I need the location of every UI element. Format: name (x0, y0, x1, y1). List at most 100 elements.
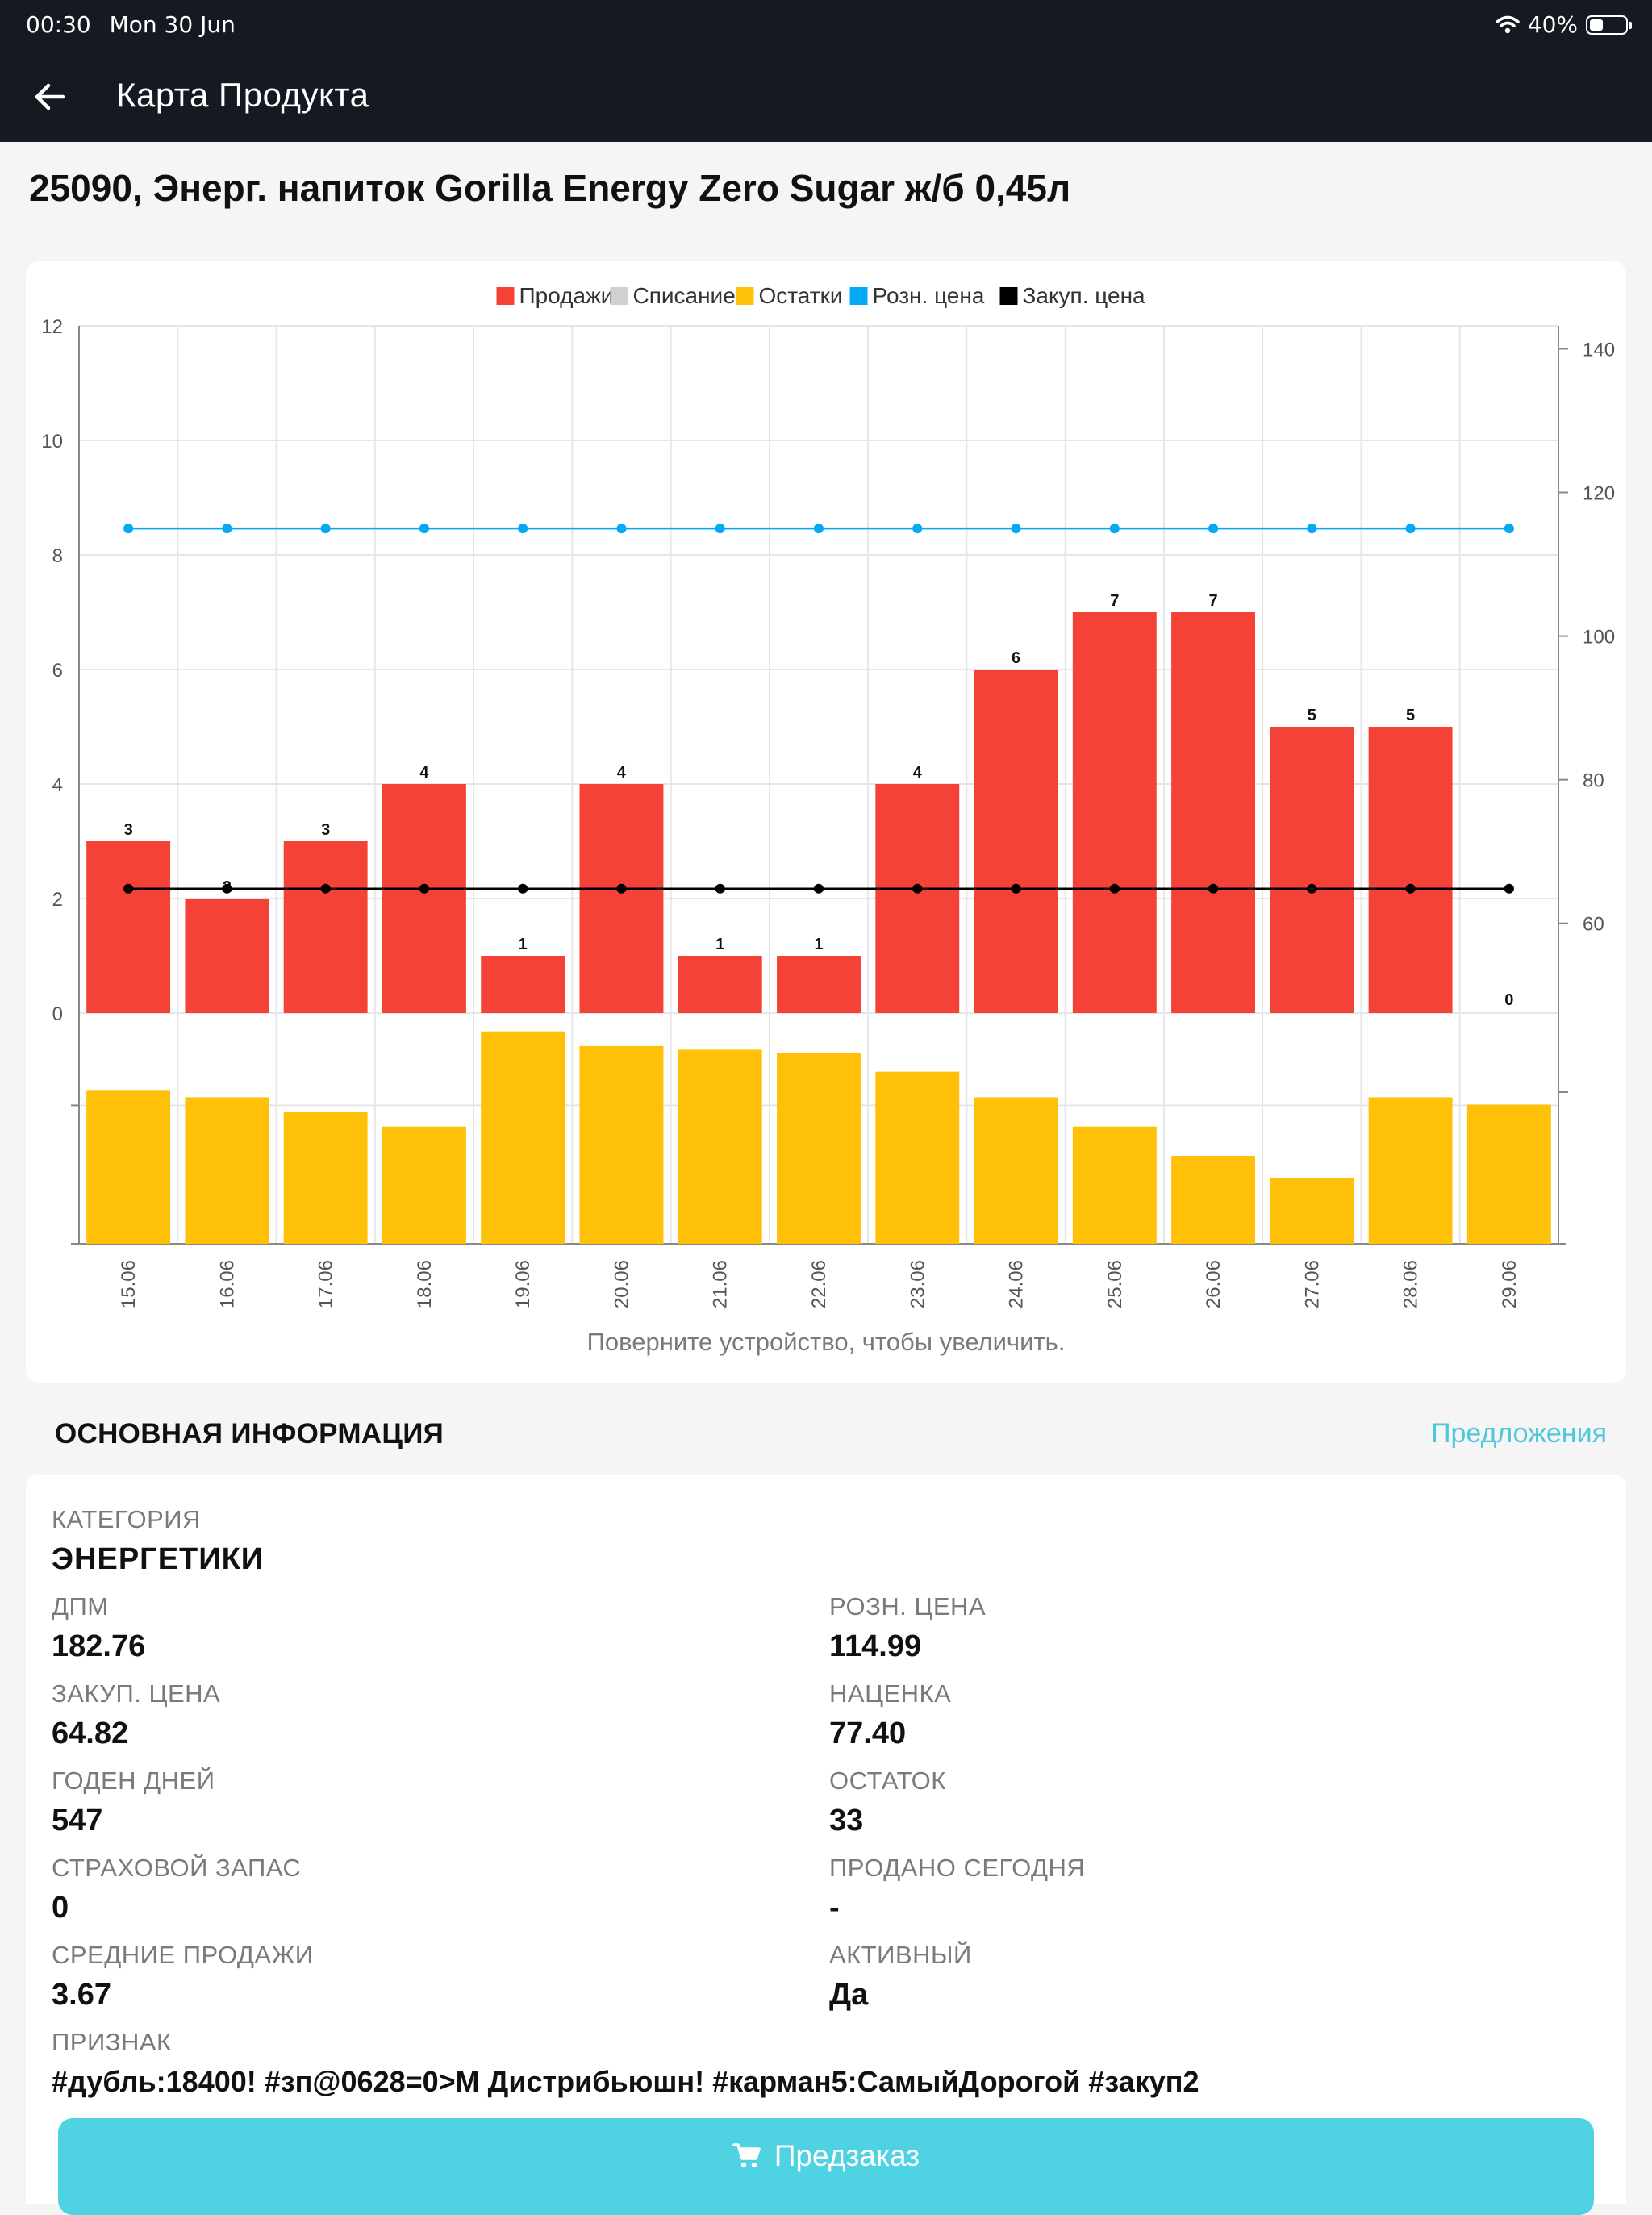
x-axis-tick-label: 28.06 (1400, 1260, 1422, 1308)
section-title: ОСНОВНАЯ ИНФОРМАЦИЯ (55, 1418, 444, 1450)
price-point (1011, 883, 1021, 894)
stock-bar (1072, 1126, 1157, 1244)
legend-label: Закуп. цена (1023, 283, 1146, 308)
tag-label: ПРИЗНАК (52, 2028, 172, 2056)
legend-swatch (999, 287, 1018, 305)
x-axis-tick-label: 22.06 (808, 1260, 830, 1308)
price-point (1405, 883, 1416, 894)
price-point (419, 524, 429, 534)
sold-today-value: - (829, 1891, 840, 1925)
stock-value: 33 (829, 1804, 864, 1837)
left-axis-tick-label: 6 (52, 660, 63, 682)
legend-label: Списание (633, 283, 736, 308)
stock-bar (86, 1090, 171, 1244)
status-indicators: 40% (1496, 11, 1632, 38)
legend-label: Розн. цена (873, 283, 985, 308)
category-value: ЭНЕРГЕТИКИ (52, 1542, 265, 1576)
sold-today-label: ПРОДАНО СЕГОДНЯ (829, 1854, 1086, 1882)
stock-bar (1466, 1104, 1551, 1244)
sales-bar (185, 899, 269, 1013)
price-point (518, 883, 528, 894)
info-card: КАТЕГОРИЯ ЭНЕРГЕТИКИ ДПМ 182.76 РОЗН. ЦЕ… (26, 1475, 1626, 2204)
sales-bar (1270, 727, 1354, 1013)
sales-bar (283, 841, 368, 1013)
x-axis-tick-label: 17.06 (315, 1260, 337, 1308)
sales-data-label: 7 (1110, 592, 1119, 610)
back-button[interactable] (24, 71, 76, 123)
sales-data-label: 4 (913, 764, 923, 782)
price-point (1405, 524, 1416, 534)
status-clock: 00:30 (26, 11, 91, 38)
legend-swatch (496, 287, 515, 305)
markup-label: НАЦЕНКА (829, 1679, 952, 1708)
stock-bar (1270, 1178, 1354, 1244)
x-axis-tick-label: 25.06 (1104, 1260, 1126, 1308)
price-point (814, 883, 824, 894)
price-point (320, 524, 331, 534)
stock-bar (678, 1049, 762, 1244)
battery-icon (1586, 15, 1632, 35)
x-axis-tick-label: 23.06 (907, 1260, 928, 1308)
stock-label: ОСТАТОК (829, 1767, 946, 1795)
price-point (1208, 524, 1219, 534)
price-point (1011, 524, 1021, 534)
tag-value: #дубль:18400! #зп@0628=0>М Дистрибьюшн! … (52, 2065, 1199, 2098)
price-point (123, 524, 134, 534)
shelf-life-label: ГОДЕН ДНЕЙ (52, 1767, 215, 1795)
stock-bar (1171, 1156, 1256, 1244)
price-point (616, 524, 627, 534)
right-axis-tick-label: 100 (1583, 627, 1615, 649)
sales-bar (974, 670, 1058, 1013)
avg-sales-value: 3.67 (52, 1978, 111, 2012)
category-label: КАТЕГОРИЯ (52, 1505, 201, 1533)
sales-bar (777, 956, 861, 1013)
status-bar: 00:30 Mon 30 Jun 40% (0, 0, 1652, 52)
price-point (814, 524, 824, 534)
stock-bar (481, 1031, 565, 1244)
status-date: Mon 30 Jun (109, 11, 236, 38)
dpm-value: 182.76 (52, 1629, 146, 1663)
sales-data-label: 1 (814, 936, 823, 953)
stock-bar (579, 1045, 664, 1244)
chart-card[interactable]: 024681012608010012014032341411467755015.… (26, 261, 1626, 1383)
safety-stock-label: СТРАХОВОЙ ЗАПАС (52, 1854, 302, 1882)
right-axis-tick-label: 120 (1583, 483, 1615, 505)
stock-bar (875, 1071, 960, 1244)
sales-bar (382, 784, 466, 1013)
preorder-button[interactable]: Предзаказ (58, 2118, 1594, 2215)
sales-data-label: 0 (1504, 991, 1513, 1009)
sales-bar (1171, 612, 1256, 1013)
suggestions-link[interactable]: Предложения (1431, 1418, 1607, 1449)
price-point (1504, 883, 1514, 894)
stock-bar (1368, 1097, 1453, 1244)
battery-level (1590, 19, 1603, 31)
x-axis-tick-label: 26.06 (1203, 1260, 1224, 1308)
left-axis-tick-label: 8 (52, 545, 63, 567)
price-point (419, 883, 429, 894)
active-value: Да (829, 1978, 869, 2012)
sales-data-label: 5 (1308, 707, 1316, 724)
legend-label: Остатки (759, 283, 843, 308)
x-axis-tick-label: 21.06 (710, 1260, 732, 1308)
wifi-icon (1496, 15, 1520, 33)
stock-bar (777, 1053, 861, 1244)
sales-data-label: 1 (519, 936, 528, 953)
sales-bar (875, 784, 960, 1013)
purchase-price-value: 64.82 (52, 1717, 129, 1750)
price-point (1307, 524, 1317, 534)
preorder-button-content: Предзаказ (732, 2139, 920, 2173)
legend-swatch (736, 287, 754, 305)
x-axis-tick-label: 27.06 (1301, 1260, 1323, 1308)
x-axis-tick-label: 20.06 (611, 1260, 632, 1308)
cart-icon (732, 2143, 761, 2168)
sales-chart[interactable]: 024681012608010012014032341411467755015.… (26, 261, 1626, 1326)
sales-bar (579, 784, 664, 1013)
sales-data-label: 4 (419, 764, 429, 782)
safety-stock-value: 0 (52, 1891, 69, 1925)
avg-sales-label: СРЕДНИЕ ПРОДАЖИ (52, 1941, 314, 1969)
active-label: АКТИВНЫЙ (829, 1941, 972, 1969)
right-axis-tick-label: 80 (1583, 770, 1604, 792)
status-time: 00:30 Mon 30 Jun (26, 11, 236, 38)
shelf-life-value: 547 (52, 1804, 103, 1837)
left-axis-tick-label: 0 (52, 1003, 63, 1025)
